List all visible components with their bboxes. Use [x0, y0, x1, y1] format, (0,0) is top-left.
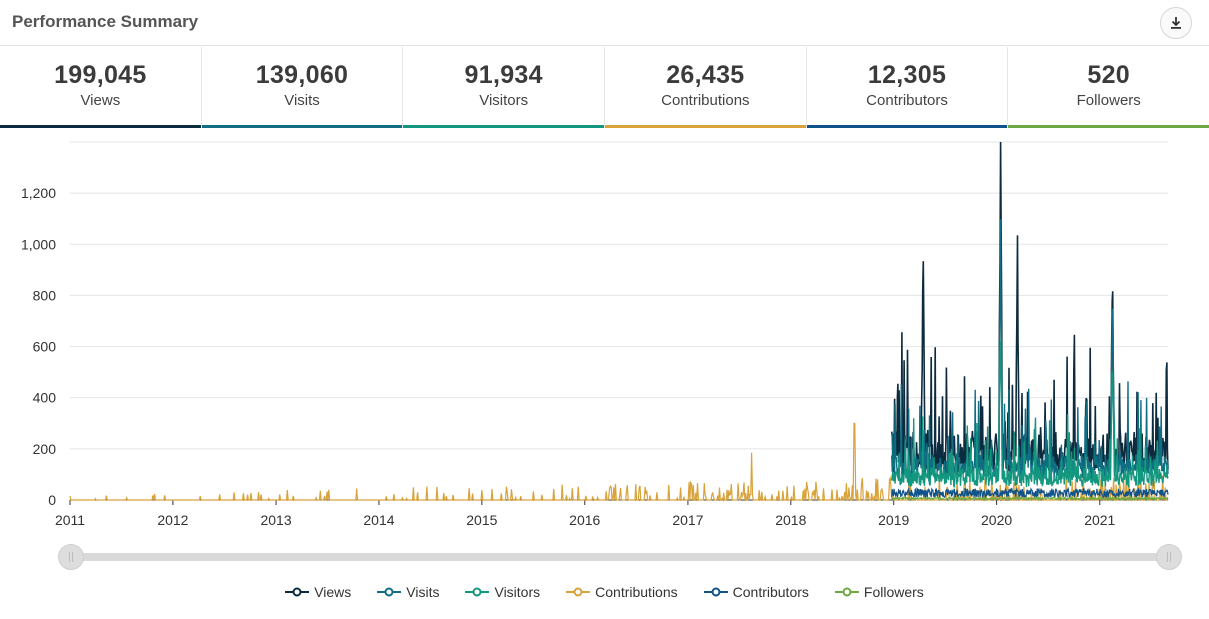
legend-label: Contributions — [595, 584, 678, 600]
chart-canvas: 0 200 400 600 800 1,000 1,200 2011 2012 2013 2014 2… — [21, 141, 1169, 528]
stat-label: Visitors — [479, 92, 529, 109]
stat-label: Views — [80, 92, 121, 109]
legend-item-contributors[interactable]: Contributors — [703, 582, 809, 602]
download-icon — [1171, 17, 1181, 29]
x-tick-label: 2016 — [569, 512, 600, 528]
x-tick-label: 2018 — [775, 512, 806, 528]
legend-marker-icon — [465, 587, 490, 597]
legend-label: Views — [314, 584, 352, 600]
stat-underline — [403, 125, 605, 128]
stat-underline — [1008, 125, 1209, 128]
stat-underline — [201, 125, 403, 128]
legend-label: Followers — [863, 584, 924, 600]
x-tick-label: 2012 — [157, 512, 188, 528]
stat-tile-views[interactable]: 199,045 Views — [0, 47, 202, 128]
x-tick-label: 2011 — [55, 512, 85, 528]
stat-value: 520 — [1087, 61, 1130, 89]
chart-legend: Views Visits Visitors Contributions Contribu… — [0, 582, 1209, 602]
series-views — [890, 141, 1169, 476]
stat-tile-contributors[interactable]: 12,305 Contributors — [806, 47, 1009, 128]
y-tick-label: 1,000 — [21, 236, 56, 252]
stat-value: 199,045 — [54, 61, 147, 89]
stat-underline — [0, 125, 201, 128]
legend-marker-icon — [566, 587, 591, 597]
legend-marker-icon — [377, 587, 402, 597]
stat-tile-visitors[interactable]: 91,934 Visitors — [403, 47, 606, 128]
date-range-slider[interactable] — [58, 544, 1182, 570]
y-tick-label: 400 — [33, 390, 57, 406]
series-contributions — [69, 422, 1168, 502]
panel-header: Performance Summary — [0, 0, 1209, 46]
legend-item-visitors[interactable]: Visitors — [465, 582, 540, 602]
stat-label: Visits — [284, 92, 320, 109]
y-tick-label: 1,200 — [21, 185, 56, 201]
x-tick-label: 2013 — [260, 512, 291, 528]
y-tick-label: 200 — [33, 441, 57, 457]
legend-item-contributions[interactable]: Contributions — [566, 582, 678, 602]
y-tick-label: 800 — [33, 287, 57, 303]
stat-label: Followers — [1076, 92, 1141, 109]
stat-value: 26,435 — [666, 61, 745, 89]
legend-item-views[interactable]: Views — [285, 582, 351, 602]
stat-tile-contributions[interactable]: 26,435 Contributions — [605, 47, 807, 128]
x-tick-label: 2014 — [363, 512, 394, 528]
stat-underline — [605, 125, 806, 128]
series-visitors — [891, 340, 1169, 488]
stat-tile-visits[interactable]: 139,060 Visits — [201, 47, 404, 128]
slider-track[interactable] — [68, 553, 1172, 561]
legend-label: Visits — [406, 584, 440, 600]
stat-label: Contributors — [866, 92, 948, 109]
x-tick-label: 2017 — [672, 512, 703, 528]
y-tick-label: 0 — [48, 492, 56, 508]
y-tick-label: 600 — [33, 339, 57, 355]
legend-marker-icon — [285, 587, 310, 597]
x-tick-label: 2015 — [466, 512, 497, 528]
range-start-handle[interactable] — [58, 544, 84, 570]
legend-item-visits[interactable]: Visits — [377, 582, 439, 602]
legend-marker-icon — [703, 587, 728, 597]
download-button[interactable] — [1160, 7, 1192, 39]
x-tick-label: 2021 — [1084, 512, 1115, 528]
stat-value: 139,060 — [255, 61, 349, 89]
x-tick-label: 2019 — [878, 512, 909, 528]
stat-value: 12,305 — [867, 61, 947, 89]
legend-item-followers[interactable]: Followers — [834, 582, 924, 602]
stat-value: 91,934 — [464, 61, 543, 89]
line-chart: 0 200 400 600 800 1,000 1,200 2011 2012 2013 2014 2… — [0, 128, 1209, 548]
series-followers — [891, 495, 1169, 502]
stat-tile-followers[interactable]: 520 Followers — [1008, 47, 1209, 128]
series-visits — [891, 219, 1169, 483]
series-contributors — [891, 486, 1169, 500]
legend-label: Visitors — [494, 584, 541, 600]
stat-label: Contributions — [661, 92, 750, 109]
stat-underline — [806, 125, 1008, 128]
page-title: Performance Summary — [12, 12, 199, 31]
range-end-handle[interactable] — [1156, 544, 1182, 570]
x-tick-label: 2020 — [981, 512, 1012, 528]
legend-marker-icon — [834, 587, 859, 597]
stats-row: 199,045 Views 139,060 Visits 91,934 Visitors 2… — [0, 47, 1209, 128]
legend-label: Contributors — [732, 584, 809, 600]
